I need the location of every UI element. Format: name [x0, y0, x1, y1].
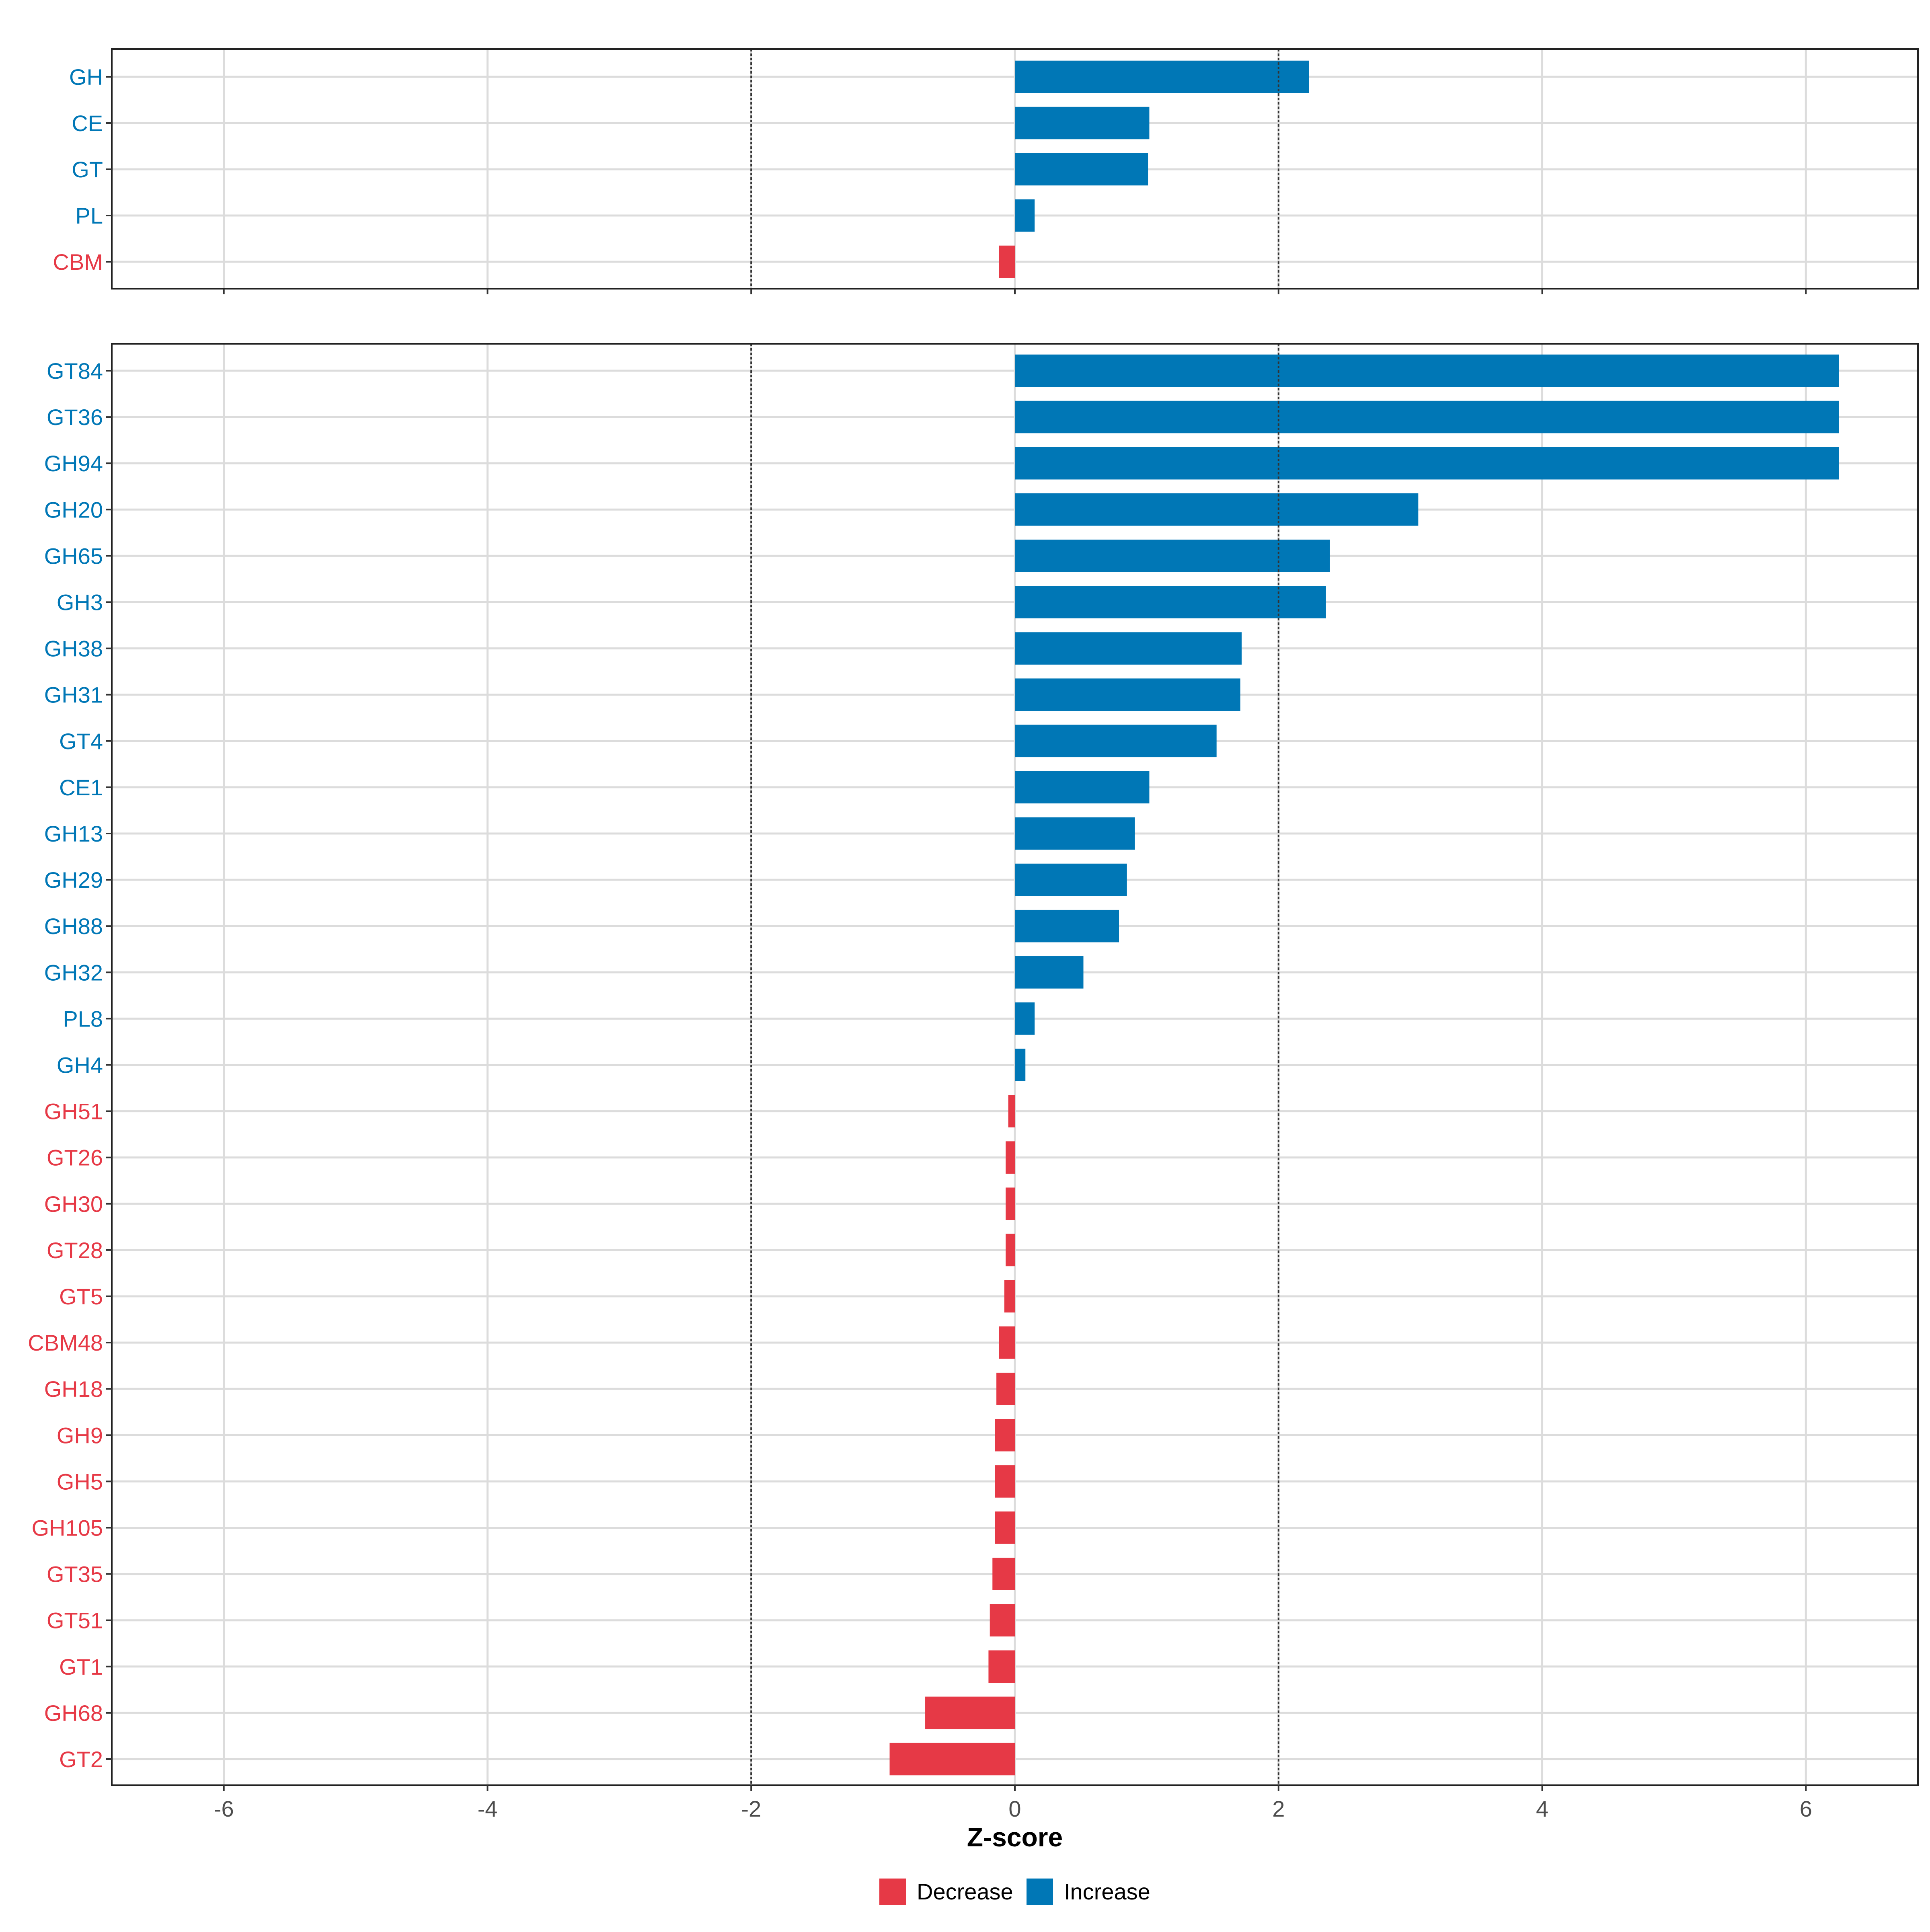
bar-gh30: [1006, 1187, 1015, 1220]
bar-gh9: [995, 1419, 1015, 1452]
bar-gt36: [1015, 400, 1839, 433]
bar-ce: [1015, 107, 1150, 140]
bar-gt35: [992, 1558, 1015, 1590]
y-tick-label-gh38: GH38: [44, 636, 103, 661]
y-tick-label-ce1: CE1: [59, 775, 103, 800]
x-tick-label-2: -2: [741, 1796, 761, 1821]
y-tick-label-gh30: GH30: [44, 1191, 103, 1217]
y-tick-label-gh29: GH29: [44, 867, 103, 893]
y-tick-label-gt36: GT36: [47, 404, 103, 430]
y-tick-label-gh32: GH32: [44, 960, 103, 985]
y-tick-label-pl8: PL8: [63, 1006, 103, 1031]
bar-gh3: [1015, 586, 1326, 618]
bar-gh88: [1015, 910, 1119, 942]
bar-gh: [1015, 60, 1309, 93]
y-tick-label-gt51: GT51: [47, 1608, 103, 1633]
x-tick-label-6: 6: [1800, 1796, 1812, 1821]
legend-label-decrease: Decrease: [917, 1879, 1013, 1904]
y-tick-label-cbm: CBM: [53, 249, 103, 275]
legend-label-increase: Increase: [1064, 1879, 1150, 1904]
x-tick-label-0: -6: [214, 1796, 234, 1821]
bar-gt1: [988, 1650, 1015, 1683]
bar-pl: [1015, 199, 1035, 232]
y-tick-label-cbm48: CBM48: [28, 1330, 103, 1355]
bar-gt: [1015, 153, 1148, 186]
y-tick-label-gt2: GT2: [59, 1747, 103, 1772]
bar-gt5: [1004, 1280, 1015, 1313]
x-tick-label-1: -4: [478, 1796, 498, 1821]
bar-gh20: [1015, 493, 1419, 526]
bar-cbm48: [999, 1326, 1015, 1359]
bar-gt84: [1015, 354, 1839, 387]
bar-gh32: [1015, 956, 1084, 989]
bar-ce1: [1015, 771, 1150, 804]
x-tick-label-5: 4: [1536, 1796, 1548, 1821]
bar-cbm: [999, 245, 1015, 278]
y-tick-label-ce: CE: [72, 111, 103, 136]
y-tick-label-gh9: GH9: [57, 1423, 103, 1448]
y-tick-label-gh94: GH94: [44, 451, 103, 476]
y-tick-label-gt5: GT5: [59, 1284, 103, 1309]
y-tick-label-gh: GH: [69, 64, 103, 90]
x-tick-label-3: 0: [1008, 1796, 1021, 1821]
y-tick-label-gt4: GT4: [59, 729, 103, 754]
bar-gh68: [925, 1696, 1015, 1729]
y-tick-label-gh51: GH51: [44, 1099, 103, 1124]
bar-gh4: [1015, 1049, 1026, 1081]
y-tick-label-gh18: GH18: [44, 1376, 103, 1402]
legend-swatch-decrease: [879, 1879, 906, 1905]
y-tick-label-gh65: GH65: [44, 543, 103, 569]
bar-gh13: [1015, 817, 1135, 850]
bar-gh18: [996, 1372, 1015, 1405]
y-tick-label-gh68: GH68: [44, 1700, 103, 1726]
bar-gh5: [995, 1465, 1015, 1498]
bar-gt2: [889, 1743, 1015, 1776]
y-tick-label-gh31: GH31: [44, 682, 103, 708]
bar-gh105: [995, 1511, 1015, 1544]
bar-gt51: [990, 1604, 1015, 1636]
y-tick-label-gt35: GT35: [47, 1562, 103, 1587]
bar-gt4: [1015, 725, 1217, 758]
y-tick-label-gt: GT: [72, 157, 103, 182]
y-tick-label-gh88: GH88: [44, 914, 103, 939]
x-tick-label-4: 2: [1272, 1796, 1285, 1821]
y-tick-label-gh13: GH13: [44, 821, 103, 846]
bar-gh31: [1015, 678, 1240, 711]
y-tick-label-pl: PL: [76, 203, 103, 228]
y-tick-label-gh105: GH105: [32, 1515, 103, 1541]
legend-swatch-increase: [1027, 1879, 1053, 1905]
y-tick-label-gt1: GT1: [59, 1654, 103, 1679]
bar-gh94: [1015, 447, 1839, 480]
y-tick-label-gh3: GH3: [57, 590, 103, 615]
y-tick-label-gt28: GT28: [47, 1238, 103, 1263]
y-tick-label-gt26: GT26: [47, 1145, 103, 1170]
bar-pl8: [1015, 1002, 1035, 1035]
y-tick-label-gt84: GT84: [47, 358, 103, 384]
bar-gt28: [1006, 1234, 1015, 1267]
y-tick-label-gh20: GH20: [44, 497, 103, 522]
x-axis-title: Z-score: [967, 1822, 1063, 1852]
bar-gh51: [1008, 1095, 1015, 1127]
bar-gh38: [1015, 632, 1242, 665]
bar-gh65: [1015, 540, 1330, 572]
bar-gh29: [1015, 863, 1127, 896]
y-tick-label-gh5: GH5: [57, 1469, 103, 1494]
y-tick-label-gh4: GH4: [57, 1053, 103, 1078]
bar-gt26: [1006, 1141, 1015, 1174]
